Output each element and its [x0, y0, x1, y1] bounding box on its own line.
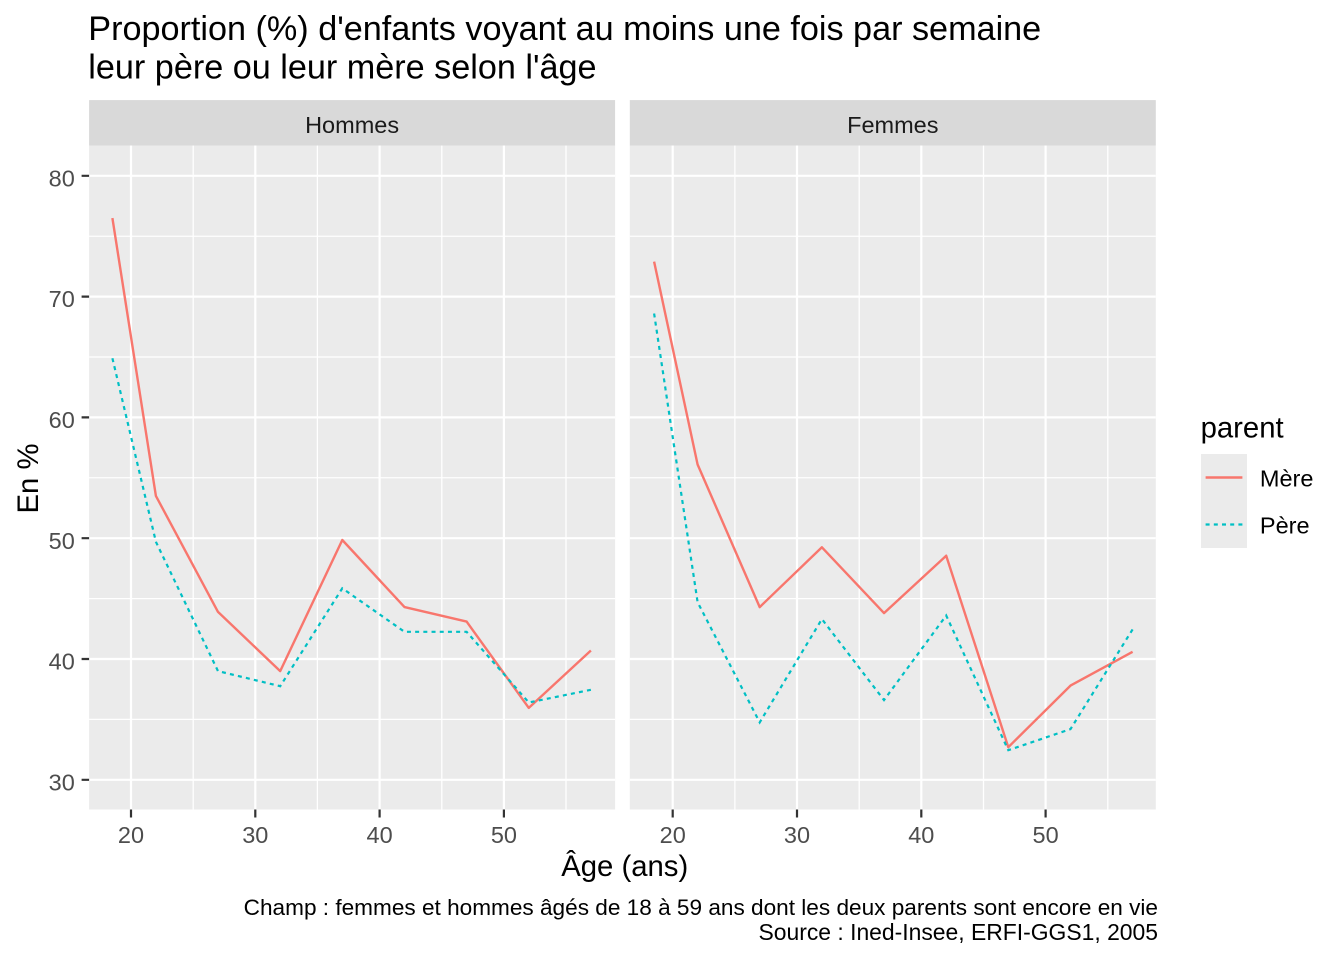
svg-text:20: 20: [118, 822, 144, 848]
svg-text:80: 80: [49, 165, 75, 191]
svg-text:30: 30: [784, 822, 810, 848]
svg-text:Champ : femmes et hommes âgés: Champ : femmes et hommes âgés de 18 à 59…: [244, 895, 1158, 920]
svg-text:30: 30: [49, 769, 75, 795]
svg-text:leur père ou leur mère selon l: leur père ou leur mère selon l'âge: [88, 48, 596, 86]
svg-text:Mère: Mère: [1260, 465, 1314, 491]
svg-text:70: 70: [49, 286, 75, 312]
svg-text:50: 50: [491, 822, 517, 848]
svg-text:50: 50: [1033, 822, 1059, 848]
svg-text:Proportion (%) d'enfants voyan: Proportion (%) d'enfants voyant au moins…: [88, 10, 1041, 48]
svg-text:En %: En %: [12, 443, 45, 513]
svg-text:50: 50: [49, 528, 75, 554]
svg-text:40: 40: [908, 822, 934, 848]
svg-text:Femmes: Femmes: [847, 112, 938, 138]
svg-text:Âge (ans): Âge (ans): [561, 850, 688, 883]
svg-text:40: 40: [367, 822, 393, 848]
svg-text:parent: parent: [1201, 411, 1284, 444]
svg-text:60: 60: [49, 407, 75, 433]
svg-text:30: 30: [242, 822, 268, 848]
svg-text:Père: Père: [1260, 513, 1310, 539]
svg-text:40: 40: [49, 649, 75, 675]
svg-text:20: 20: [660, 822, 686, 848]
svg-text:Hommes: Hommes: [305, 112, 399, 138]
svg-text:Source : Ined-Insee, ERFI-GGS1: Source : Ined-Insee, ERFI-GGS1, 2005: [758, 919, 1158, 945]
